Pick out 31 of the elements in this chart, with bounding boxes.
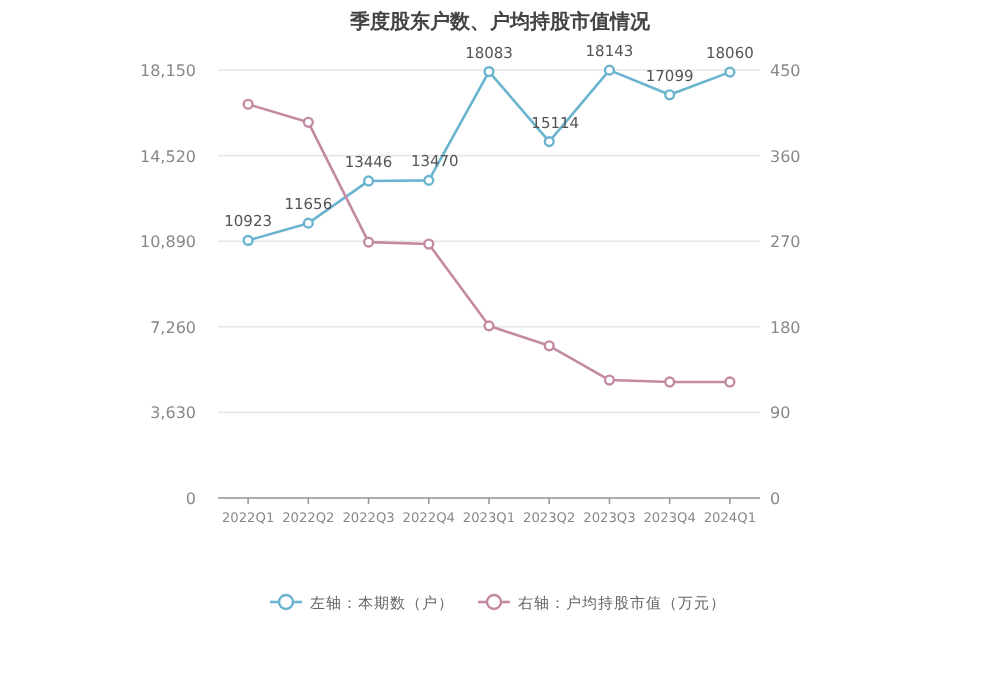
point (724, 66, 736, 78)
point (664, 89, 676, 101)
chart-title: 季度股东户数、户均持股市值情况 (348, 10, 652, 34)
point (242, 98, 254, 110)
y-tick-label: 10,890 (140, 233, 196, 252)
point (362, 175, 375, 187)
point (242, 234, 254, 247)
y-tick-label: 14,520 (140, 147, 196, 166)
point (543, 135, 555, 148)
y-tick-label: 0 (185, 490, 196, 508)
y2-tick-label: 90 (770, 404, 791, 423)
point (603, 374, 616, 386)
point (362, 236, 375, 248)
point (302, 217, 314, 229)
y-tick-label: 18,150 (140, 62, 196, 80)
point (603, 64, 616, 76)
point (423, 238, 435, 250)
y2-tick-label: 360 (770, 147, 801, 166)
point (483, 320, 495, 332)
y2-tick-label: 450 (770, 62, 801, 80)
point (302, 116, 314, 128)
y2-tick-label: 0 (770, 490, 781, 508)
y2-tick-label: 270 (770, 233, 801, 252)
point (483, 65, 495, 78)
y-tick-label: 7,260 (150, 318, 196, 337)
point (423, 174, 435, 186)
y2-tick-label: 180 (770, 318, 801, 337)
point (664, 376, 676, 388)
point (543, 340, 555, 352)
y-tick-label: 3,630 (150, 404, 196, 423)
point (724, 376, 736, 388)
